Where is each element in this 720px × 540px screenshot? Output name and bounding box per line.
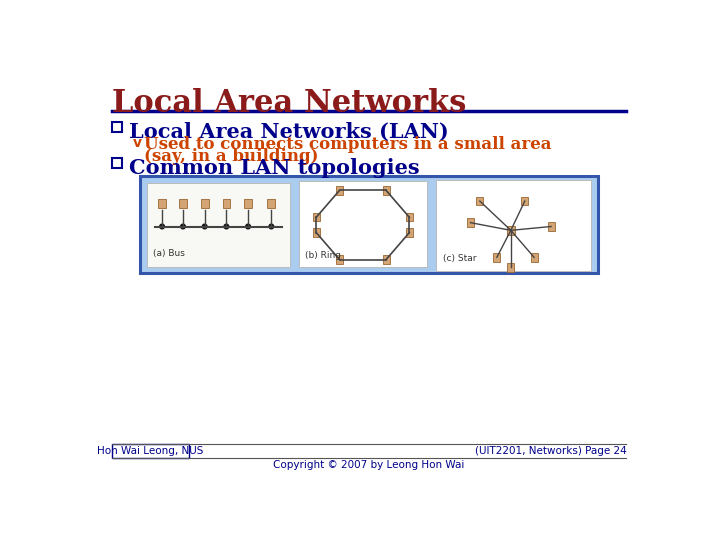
FancyBboxPatch shape [267, 199, 275, 208]
Text: Local Area Networks (LAN): Local Area Networks (LAN) [129, 122, 449, 142]
FancyBboxPatch shape [312, 213, 320, 221]
Text: (b) Ring: (b) Ring [305, 251, 341, 260]
Text: (c) Star: (c) Star [443, 254, 476, 264]
FancyBboxPatch shape [521, 197, 528, 205]
Text: (say, in a building): (say, in a building) [144, 148, 319, 165]
Circle shape [224, 224, 229, 229]
Circle shape [160, 224, 164, 229]
Text: v: v [132, 137, 142, 151]
FancyBboxPatch shape [112, 122, 122, 132]
FancyBboxPatch shape [201, 199, 209, 208]
FancyBboxPatch shape [531, 253, 538, 261]
FancyBboxPatch shape [112, 158, 122, 168]
Text: (UIT2201, Networks) Page 24: (UIT2201, Networks) Page 24 [474, 446, 626, 456]
FancyBboxPatch shape [222, 199, 230, 208]
FancyBboxPatch shape [507, 226, 515, 235]
Circle shape [181, 224, 185, 229]
FancyBboxPatch shape [140, 177, 598, 273]
Circle shape [246, 224, 251, 229]
FancyBboxPatch shape [436, 180, 591, 271]
FancyBboxPatch shape [548, 222, 554, 231]
FancyBboxPatch shape [493, 253, 500, 261]
FancyBboxPatch shape [336, 255, 343, 264]
FancyBboxPatch shape [382, 255, 390, 264]
FancyBboxPatch shape [179, 199, 187, 208]
Circle shape [269, 224, 274, 229]
Text: Common LAN topologies: Common LAN topologies [129, 158, 419, 178]
FancyBboxPatch shape [382, 186, 390, 194]
FancyBboxPatch shape [477, 197, 483, 205]
Text: Used to connects computers in a small area: Used to connects computers in a small ar… [144, 137, 552, 153]
FancyBboxPatch shape [406, 213, 413, 221]
FancyBboxPatch shape [406, 228, 413, 237]
FancyBboxPatch shape [508, 263, 514, 272]
Text: Copyright © 2007 by Leong Hon Wai: Copyright © 2007 by Leong Hon Wai [274, 460, 464, 470]
FancyBboxPatch shape [336, 186, 343, 194]
FancyBboxPatch shape [158, 199, 166, 208]
FancyBboxPatch shape [244, 199, 252, 208]
FancyBboxPatch shape [467, 218, 474, 227]
FancyBboxPatch shape [147, 183, 290, 267]
Text: Hon Wai Leong, NUS: Hon Wai Leong, NUS [97, 446, 204, 456]
FancyBboxPatch shape [300, 181, 427, 267]
Text: (a) Bus: (a) Bus [153, 249, 184, 258]
Text: Local Area Networks: Local Area Networks [112, 88, 466, 119]
FancyBboxPatch shape [312, 228, 320, 237]
Circle shape [202, 224, 207, 229]
FancyBboxPatch shape [112, 444, 189, 457]
